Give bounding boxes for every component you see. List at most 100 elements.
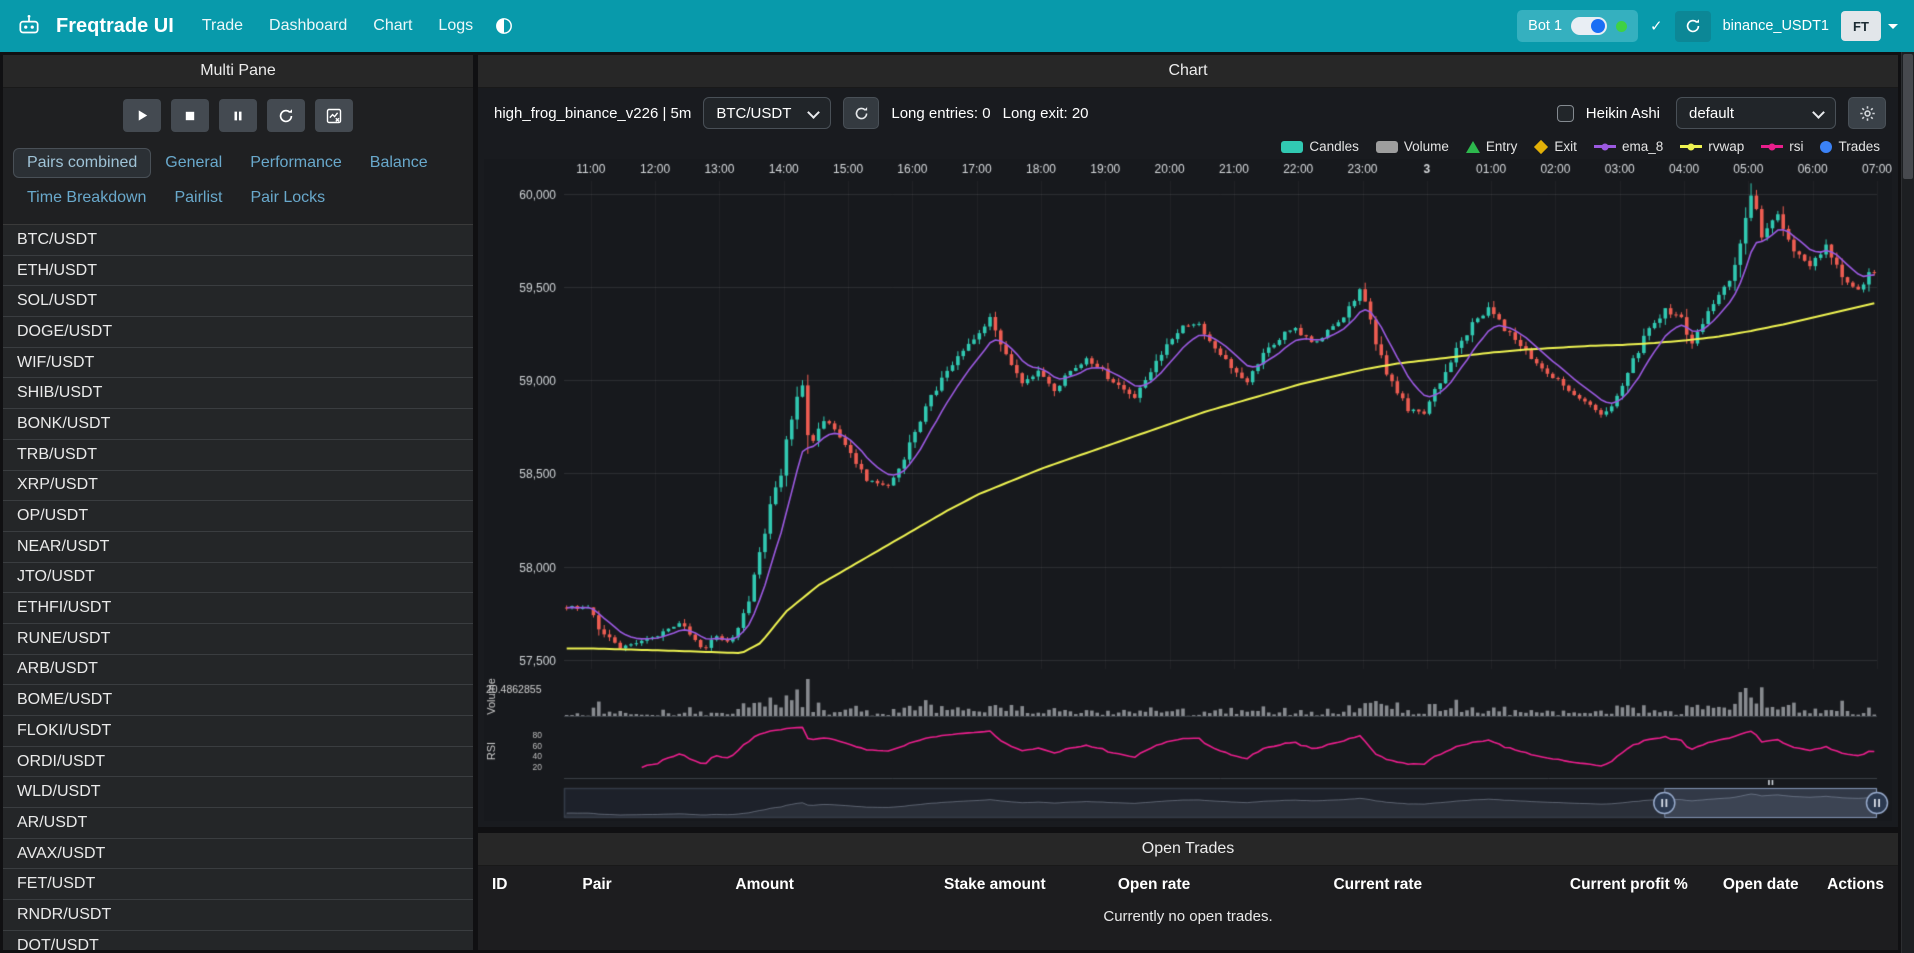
column-header: Stake amount bbox=[944, 876, 1118, 894]
pair-list-item[interactable]: SOL/USDT bbox=[3, 286, 473, 317]
pair-list-item[interactable]: FET/USDT bbox=[3, 869, 473, 900]
legend-label: ema_8 bbox=[1622, 139, 1663, 154]
legend-label: Volume bbox=[1404, 139, 1449, 154]
chart-panel-header: Chart bbox=[478, 55, 1898, 88]
pair-list-item[interactable]: RUNE/USDT bbox=[3, 624, 473, 655]
ema_8-swatch-icon bbox=[1594, 145, 1616, 148]
brand-link[interactable]: Freqtrade UI bbox=[56, 15, 174, 38]
pair-list-item[interactable]: SHIB/USDT bbox=[3, 378, 473, 409]
chart-legend: Candles Volume Entry Exit ema_8 rvwap rsi Trade… bbox=[478, 138, 1898, 159]
column-header: Open rate bbox=[1118, 876, 1334, 894]
main-nav: Trade Dashboard Chart Logs bbox=[202, 17, 473, 35]
Trades-swatch-icon bbox=[1820, 141, 1832, 153]
chart-refresh-button[interactable] bbox=[843, 97, 879, 129]
pair-list-item[interactable]: WIF/USDT bbox=[3, 348, 473, 379]
pair-list-item[interactable]: DOGE/USDT bbox=[3, 317, 473, 348]
multi-pane-panel: Multi Pane Pairs combinedGeneralPerforma… bbox=[3, 55, 473, 950]
legend-item-Exit[interactable]: Exit bbox=[1534, 139, 1577, 154]
pair-list-item[interactable]: TRB/USDT bbox=[3, 440, 473, 471]
user-menu[interactable]: FT bbox=[1841, 11, 1898, 41]
pause-button[interactable] bbox=[219, 99, 257, 132]
legend-item-ema_8[interactable]: ema_8 bbox=[1594, 139, 1663, 154]
nav-link[interactable]: Trade bbox=[202, 17, 243, 35]
multi-pane-tabs: Pairs combinedGeneralPerformanceBalance T… bbox=[3, 143, 473, 225]
legend-item-rvwap[interactable]: rvwap bbox=[1680, 139, 1744, 154]
freqtrade-robot-logo-icon bbox=[16, 13, 42, 39]
play-button[interactable] bbox=[123, 99, 161, 132]
tab[interactable]: Time Breakdown bbox=[13, 183, 160, 213]
pair-select-value: BTC/USDT bbox=[716, 105, 791, 122]
pair-list-item[interactable]: AVAX/USDT bbox=[3, 839, 473, 870]
Volume-swatch-icon bbox=[1376, 141, 1398, 153]
legend-label: Candles bbox=[1309, 139, 1359, 154]
pair-list-item[interactable]: ORDI/USDT bbox=[3, 747, 473, 778]
column-header: Open date bbox=[1723, 876, 1827, 894]
reload-button[interactable] bbox=[267, 99, 305, 132]
pair-list-item[interactable]: DOT/USDT bbox=[3, 931, 473, 950]
toggle-knob bbox=[1591, 19, 1605, 33]
pair-list-item[interactable]: WLD/USDT bbox=[3, 777, 473, 808]
pair-list-item[interactable]: AR/USDT bbox=[3, 808, 473, 839]
tab[interactable]: Pair Locks bbox=[236, 183, 339, 213]
scrollbar-thumb[interactable] bbox=[1903, 54, 1913, 179]
pane-controls bbox=[3, 88, 473, 143]
legend-label: rsi bbox=[1789, 139, 1803, 154]
pair-list-item[interactable]: ARB/USDT bbox=[3, 655, 473, 686]
plot-config-select[interactable]: default bbox=[1676, 97, 1836, 129]
long-exits-label: Long exit: 20 bbox=[1003, 105, 1089, 122]
legend-item-Candles[interactable]: Candles bbox=[1281, 139, 1359, 154]
page-scrollbar[interactable] bbox=[1901, 52, 1914, 953]
bot-selector[interactable]: Bot 1 bbox=[1517, 10, 1638, 42]
pair-list-item[interactable]: ETHFI/USDT bbox=[3, 593, 473, 624]
pair-list-item[interactable]: BOME/USDT bbox=[3, 685, 473, 716]
pair-list-item[interactable]: NEAR/USDT bbox=[3, 532, 473, 563]
plot-config-select-value: default bbox=[1689, 105, 1734, 122]
plot-settings-button[interactable] bbox=[1848, 97, 1886, 129]
legend-item-Volume[interactable]: Volume bbox=[1376, 139, 1449, 154]
top-navbar: Freqtrade UI Trade Dashboard Chart Logs Bot… bbox=[0, 0, 1914, 52]
tab[interactable]: Performance bbox=[236, 148, 356, 178]
nav-link[interactable]: Logs bbox=[438, 17, 473, 35]
legend-label: rvwap bbox=[1708, 139, 1744, 154]
tab[interactable]: Balance bbox=[356, 148, 442, 178]
stop-button[interactable] bbox=[171, 99, 209, 132]
bot-online-dot bbox=[1616, 21, 1627, 32]
column-header: Amount bbox=[735, 876, 944, 894]
open-trades-header: Open Trades bbox=[478, 833, 1898, 866]
tab[interactable]: General bbox=[151, 148, 236, 178]
column-header: Pair bbox=[582, 876, 735, 894]
tab[interactable]: Pairs combined bbox=[13, 148, 151, 178]
nav-link[interactable]: Chart bbox=[373, 17, 412, 35]
chart-toolbar: high_frog_binance_v226 | 5m BTC/USDT Lon… bbox=[478, 88, 1898, 138]
pair-list-item[interactable]: BTC/USDT bbox=[3, 225, 473, 256]
pair-list-item[interactable]: RNDR/USDT bbox=[3, 900, 473, 931]
pair-list-item[interactable]: FLOKI/USDT bbox=[3, 716, 473, 747]
refresh-bot-button[interactable] bbox=[1675, 11, 1711, 42]
chevron-down-icon bbox=[1888, 24, 1898, 29]
legend-item-Trades[interactable]: Trades bbox=[1820, 139, 1880, 154]
pair-list-item[interactable]: BONK/USDT bbox=[3, 409, 473, 440]
Candles-swatch-icon bbox=[1281, 141, 1303, 153]
theme-toggle-icon[interactable] bbox=[495, 17, 513, 35]
pair-select[interactable]: BTC/USDT bbox=[703, 97, 831, 129]
tab[interactable]: Pairlist bbox=[160, 183, 236, 213]
rvwap-swatch-icon bbox=[1680, 145, 1702, 148]
legend-label: Entry bbox=[1486, 139, 1518, 154]
pair-list-item[interactable]: ETH/USDT bbox=[3, 256, 473, 287]
remove-chart-button[interactable] bbox=[315, 99, 353, 132]
legend-item-Entry[interactable]: Entry bbox=[1466, 139, 1518, 154]
chevron-down-icon bbox=[808, 106, 821, 119]
pair-list-item[interactable]: JTO/USDT bbox=[3, 563, 473, 594]
nav-link[interactable]: Dashboard bbox=[269, 17, 347, 35]
heikin-ashi-checkbox[interactable] bbox=[1557, 105, 1574, 122]
pair-list-item[interactable]: XRP/USDT bbox=[3, 471, 473, 502]
trades-table-header: IDPairAmountStake amountOpen rateCurrent… bbox=[478, 866, 1898, 902]
pair-list-item[interactable]: OP/USDT bbox=[3, 501, 473, 532]
strategy-timeframe-label: high_frog_binance_v226 | 5m bbox=[494, 105, 691, 122]
chart-canvas[interactable] bbox=[484, 159, 1892, 821]
heikin-ashi-label: Heikin Ashi bbox=[1586, 105, 1660, 122]
exchange-account-label: binance_USDT1 bbox=[1723, 18, 1829, 34]
bot-toggle[interactable] bbox=[1571, 17, 1607, 35]
main-content: Chart high_frog_binance_v226 | 5m BTC/US… bbox=[478, 55, 1898, 950]
legend-item-rsi[interactable]: rsi bbox=[1761, 139, 1803, 154]
